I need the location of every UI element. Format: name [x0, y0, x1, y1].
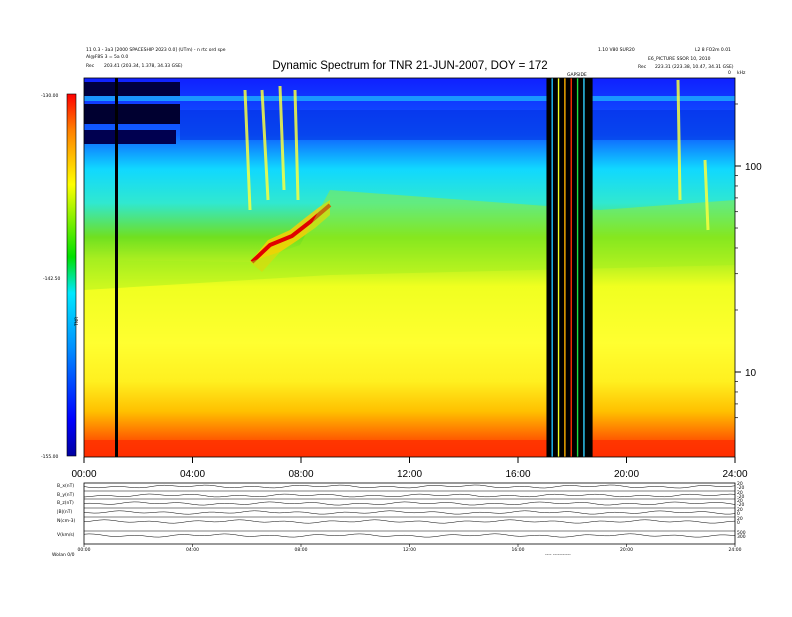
- header-left-line-1: 11 0.3 - 3a3 [2000 SPACESHIP 2023 0.0] (…: [86, 47, 226, 53]
- panel-label-3: |B|(nT): [57, 509, 72, 515]
- panel-x-tick-label-3: 12:00: [403, 547, 416, 553]
- panel-trace-4: [83, 519, 736, 524]
- right-axis-minor-ticks: [735, 103, 738, 419]
- x-axis: 00:00 04:00 08:00 12:00 16:00 20:00 24:00: [71, 457, 748, 480]
- panel-right-tick-top-4: 20: [737, 516, 743, 522]
- spectrogram-dark-band-2: [84, 104, 180, 124]
- panel-right-tick-top-2: 20: [737, 498, 743, 504]
- panel-label-5: V(km/s): [57, 532, 75, 538]
- header-right: 1.10 V80 SUR20 L2 8 FO2m 0.01 E6_PICTURE…: [598, 47, 734, 70]
- panel-right-tick-bottom-0: -20: [737, 485, 744, 491]
- right-axis-label-10: 10: [745, 368, 757, 379]
- panel-right-tick-bottom-4: 0: [737, 520, 740, 526]
- x-tick-label-3: 12:00: [397, 469, 422, 480]
- data-gap-bars: [546, 78, 593, 457]
- x-tick-label-2: 08:00: [288, 469, 313, 480]
- x-tick-label-5: 20:00: [614, 469, 639, 480]
- panel-x-tick-label-1: 04:00: [186, 547, 199, 553]
- x-tick-label-4: 16:00: [505, 469, 530, 480]
- panel-right-tick-top-1: 20: [737, 490, 743, 496]
- colorbar-tick-top: -130.00: [41, 93, 59, 99]
- data-gap-streak-1: [557, 78, 560, 457]
- footer-mid: ---- -----------: [545, 553, 571, 558]
- panel-x-tick-label-4: 16:00: [512, 547, 525, 553]
- panel-x-tick-label-5: 20:00: [620, 547, 633, 553]
- header-right-line-3: E6_PICTURE SSOR 10, 2010: [648, 56, 711, 62]
- data-gap-streak-2: [564, 78, 566, 457]
- panel-right-tick-bottom-3: 0: [737, 511, 740, 517]
- spectrogram-dark-band-3: [84, 130, 176, 144]
- panel-trace-3: [83, 510, 736, 515]
- colorbar-tick-bottom: -155.00: [41, 454, 59, 460]
- panel-right-tick-bottom-2: -20: [737, 502, 744, 508]
- right-axis-label-100: 100: [745, 162, 762, 173]
- upper-spikes: [243, 79, 710, 231]
- colorbar-label: TNR: [74, 317, 80, 327]
- spectrogram-mid-blue: [180, 110, 735, 140]
- spectrogram-dark-band-1: [84, 82, 180, 96]
- panel-x-tick-label-2: 08:00: [295, 547, 308, 553]
- header-right-line-1: 1.10 V80 SUR20: [598, 47, 635, 53]
- x-tick-label-1: 04:00: [180, 469, 205, 480]
- data-gap-streak-4: [576, 78, 579, 457]
- panel-right-tick-top-3: 20: [737, 507, 743, 513]
- header-left-rec: Rec: [86, 63, 95, 69]
- spectrogram-cyan-band: [84, 96, 735, 101]
- panel-label-0: B_x(nT): [57, 483, 74, 489]
- colorbar-tick-mid: -142.50: [43, 276, 61, 282]
- panel-trace-0: [83, 484, 736, 489]
- panel-trace-2: [83, 501, 736, 506]
- data-gap-streak-5: [583, 78, 585, 457]
- header-left: 11 0.3 - 3a3 [2000 SPACESHIP 2023 0.0] (…: [86, 47, 226, 69]
- right-axis-unit: kHz: [737, 70, 746, 76]
- spectrogram: GAPSIDE: [83, 72, 736, 458]
- gap-label: GAPSIDE: [567, 72, 587, 78]
- data-gap-bar-0: [546, 78, 593, 457]
- panel-x-tick-label-6: 24:00: [729, 547, 742, 553]
- header-right-coords: 223.31 (223.38, 10.47, 34.31 GSE): [655, 64, 734, 70]
- footer-left: Wolan 0/0: [52, 552, 75, 558]
- header-right-rec: Rec: [638, 64, 647, 70]
- header-right-line-2: L2 8 FO2m 0.01: [695, 47, 731, 53]
- chart-title: Dynamic Spectrum for TNR 21-JUN-2007, DO…: [272, 60, 547, 72]
- panel-label-1: B_y(nT): [57, 492, 74, 498]
- panel-right-tick-top-0: 20: [737, 481, 743, 487]
- panel-x-axis: 00:00 04:00 08:00 12:00 16:00 20:00 24:00: [78, 544, 742, 553]
- panel-right-tick-bottom-5: 300: [737, 534, 746, 540]
- panel-label-2: B_z(nT): [57, 500, 74, 506]
- data-gap-streak-0: [551, 78, 553, 457]
- colorbar: [66, 93, 77, 457]
- x-tick-label-6: 24:00: [722, 469, 747, 480]
- panel-trace-5: [83, 533, 736, 538]
- spectrogram-background: [84, 78, 735, 457]
- panel-right-tick-bottom-1: -20: [737, 494, 744, 500]
- panel-rows: B_x(nT) 20-20B_y(nT) 20-20B_z(nT) 20-20|B|(…: [57, 481, 746, 540]
- emission-band: [250, 203, 332, 264]
- right-axis-top-mark: 0: [728, 70, 731, 76]
- panel-label-4: N(cm-3): [57, 518, 75, 524]
- parameter-panels: B_x(nT) 20-20B_y(nT) 20-20B_z(nT) 20-20|B|(…: [57, 481, 746, 553]
- data-gap-marker-1: [115, 78, 118, 457]
- header-left-line-2: Al@F8S 3 = 5a 0.0: [86, 54, 128, 60]
- panel-trace-1: [83, 493, 736, 498]
- x-tick-label-0: 00:00: [71, 469, 96, 480]
- bottom-red-band: [84, 440, 735, 457]
- data-gap-streak-3: [570, 78, 572, 457]
- panel-x-tick-label-0: 00:00: [78, 547, 91, 553]
- panel-right-tick-top-5: 500: [737, 530, 746, 536]
- header-left-coords: 203.41 (203.34, 1.378, 34.33 GSE): [104, 63, 183, 69]
